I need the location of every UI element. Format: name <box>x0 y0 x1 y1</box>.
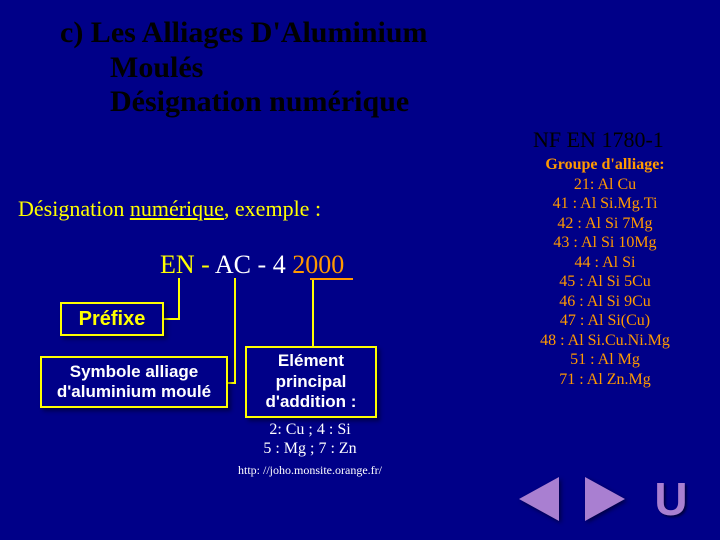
connector-line <box>312 280 314 348</box>
group-item: 48 : Al Si.Cu.Ni.Mg <box>500 331 710 351</box>
box-element-l1: Elément <box>278 351 344 371</box>
connector-line <box>164 318 180 320</box>
connector-line <box>234 278 236 384</box>
group-item: 71 : Al Zn.Mg <box>500 370 710 390</box>
code-ac: AC <box>215 250 251 279</box>
addition-elements: 2: Cu ; 4 : Si 5 : Mg ; 7 : Zn <box>195 420 425 458</box>
triangle-left-icon <box>519 477 559 521</box>
group-item: 45 : Al Si 5Cu <box>500 272 710 292</box>
nav-buttons: U <box>512 472 698 526</box>
box-symbol-l2: d'aluminium moulé <box>57 382 211 402</box>
alloy-group-list: Groupe d'alliage: 21: Al Cu 41 : Al Si.M… <box>500 155 710 389</box>
connector-line <box>178 278 180 318</box>
prev-button[interactable] <box>512 472 566 526</box>
box-element-l2: principal <box>276 372 347 392</box>
group-item: 47 : Al Si(Cu) <box>500 311 710 331</box>
return-button[interactable]: U <box>644 472 698 526</box>
code-underline <box>310 278 353 280</box>
designation-code: EN - AC - 4 2000 <box>160 250 344 280</box>
code-sep2: - <box>251 250 273 279</box>
code-rest: 2000 <box>286 250 345 279</box>
code-digit: 4 <box>273 250 286 279</box>
box-prefix-label: Préfixe <box>79 308 146 331</box>
next-button[interactable] <box>578 472 632 526</box>
u-return-icon: U <box>654 476 687 522</box>
box-symbol: Symbole alliage d'aluminium moulé <box>40 356 228 408</box>
group-item: 46 : Al Si 9Cu <box>500 292 710 312</box>
footer-url: http: //joho.monsite.orange.fr/ <box>205 463 415 478</box>
title-line1: c) Les Alliages D'Aluminium <box>60 16 428 51</box>
addition-l2: 5 : Mg ; 7 : Zn <box>195 439 425 458</box>
box-prefix: Préfixe <box>60 302 164 336</box>
title-line2: Moulés <box>110 51 428 86</box>
example-prefix: Désignation <box>18 196 130 221</box>
box-element: Elément principal d'addition : <box>245 346 377 418</box>
box-element-l3: d'addition : <box>266 392 357 412</box>
slide-title: c) Les Alliages D'Aluminium Moulés Désig… <box>60 16 428 120</box>
group-item: 44 : Al Si <box>500 253 710 273</box>
standard-ref: NF EN 1780-1 <box>533 127 664 153</box>
triangle-right-icon <box>585 477 625 521</box>
example-suffix: , exemple : <box>224 196 321 221</box>
title-line3: Désignation numérique <box>110 85 428 120</box>
group-item: 43 : Al Si 10Mg <box>500 233 710 253</box>
group-item: 21: Al Cu <box>500 175 710 195</box>
group-header: Groupe d'alliage: <box>500 155 710 175</box>
example-underlined: numérique <box>130 196 224 221</box>
example-label: Désignation numérique, exemple : <box>18 196 321 222</box>
group-item: 41 : Al Si.Mg.Ti <box>500 194 710 214</box>
group-item: 51 : Al Mg <box>500 350 710 370</box>
group-item: 42 : Al Si 7Mg <box>500 214 710 234</box>
box-symbol-l1: Symbole alliage <box>70 362 199 382</box>
code-en: EN <box>160 250 195 279</box>
addition-l1: 2: Cu ; 4 : Si <box>195 420 425 439</box>
code-sep1: - <box>195 250 215 279</box>
